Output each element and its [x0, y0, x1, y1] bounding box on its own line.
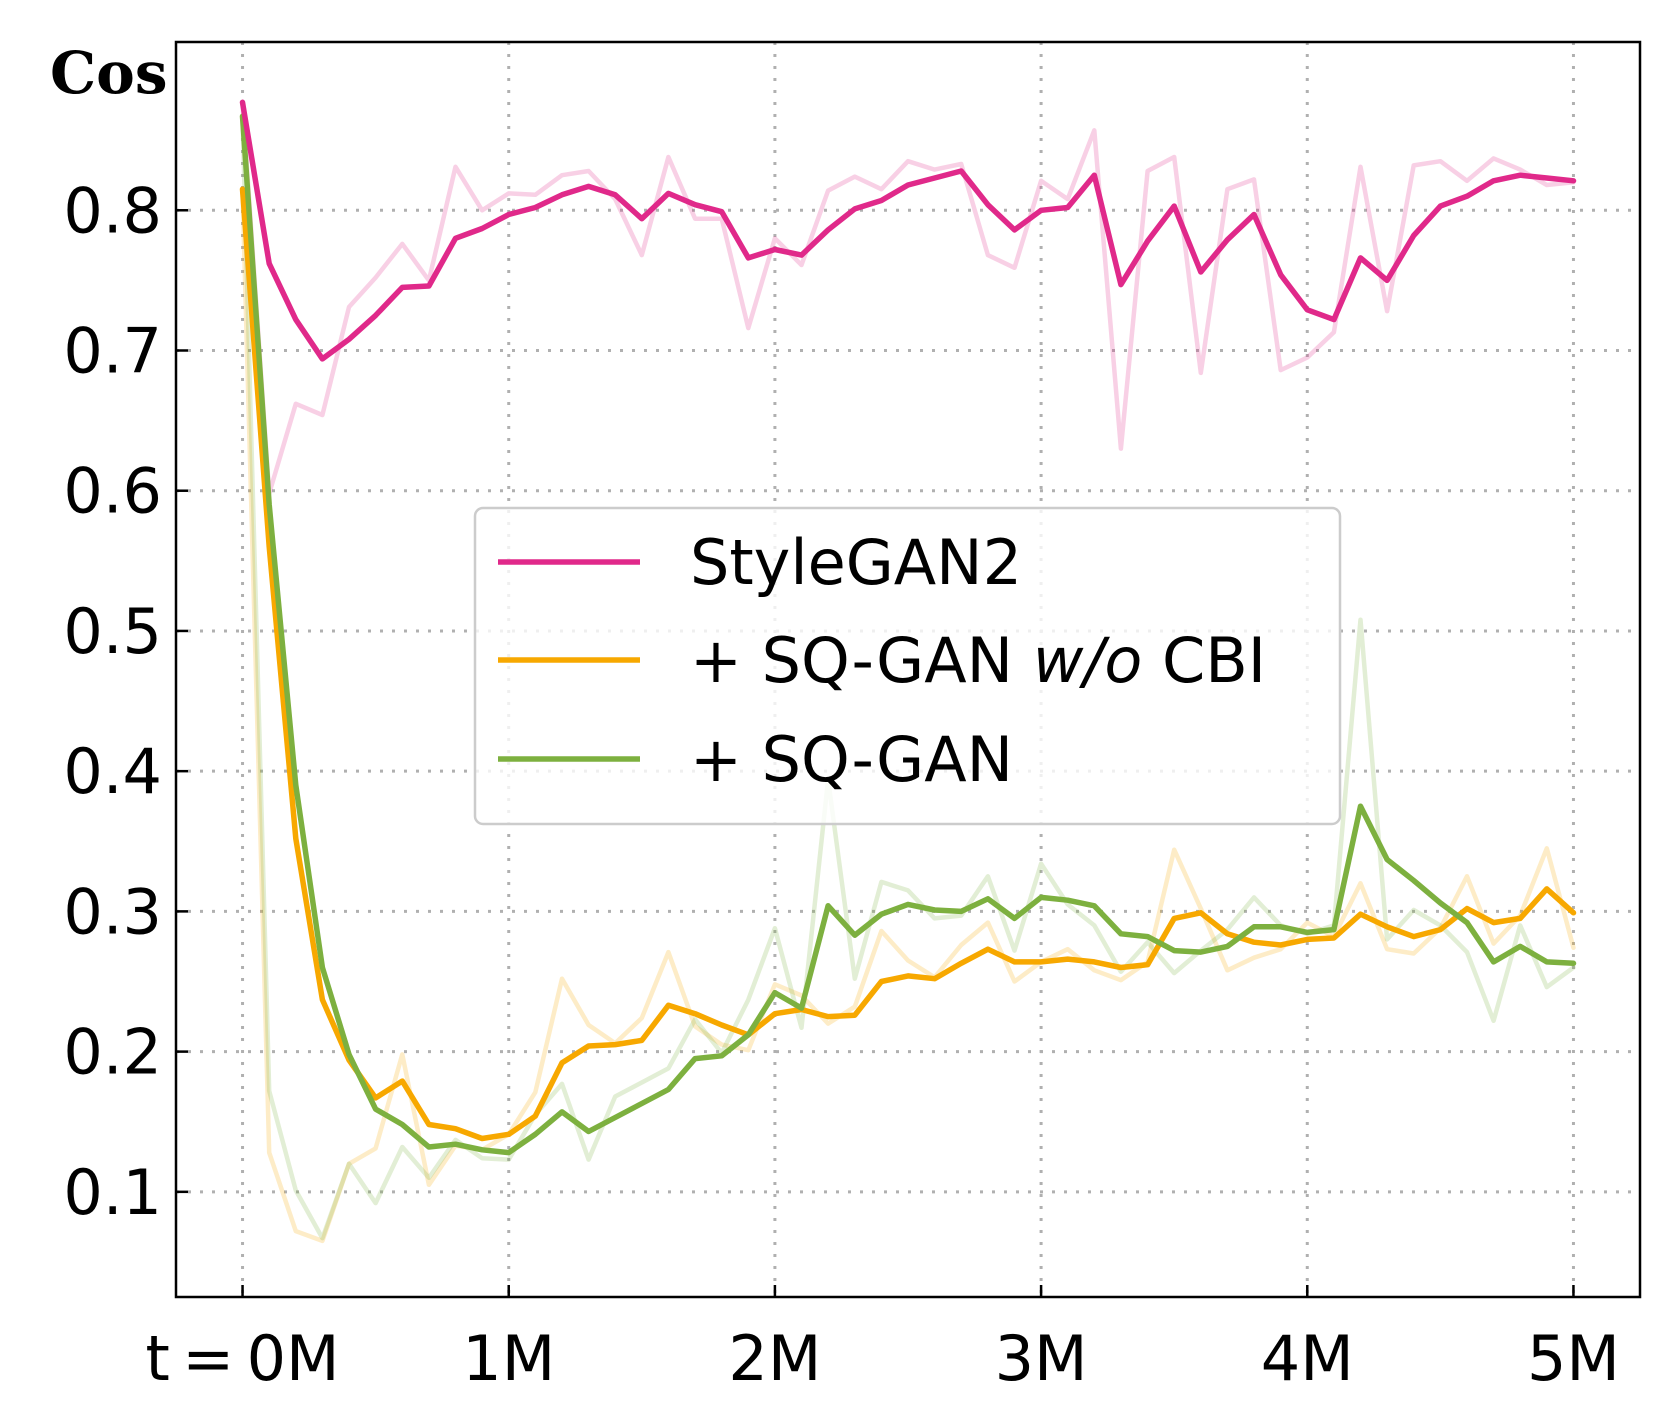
legend-label-2: + SQ-GAN [690, 723, 1013, 796]
x-tick-label: 1M [462, 1322, 555, 1395]
series-line-0 [239, 99, 1577, 362]
legend-label-italic: w/o [1033, 624, 1143, 697]
legend-label-0: StyleGAN2 [690, 526, 1022, 599]
legend-label-text: StyleGAN2 [690, 526, 1022, 599]
legend-label-text: + SQ-GAN [690, 624, 1033, 697]
y-tick-label: 0.3 [63, 875, 162, 948]
plot-frame [174, 40, 1642, 1299]
y-axis-label: Cos [50, 39, 168, 107]
y-tick-label: 0.5 [63, 595, 162, 668]
legend-label-text: + SQ-GAN [690, 723, 1013, 796]
series-layer [239, 99, 1577, 1244]
x-tick-label: 2M [728, 1322, 821, 1395]
x-tick-label: 5M [1527, 1322, 1620, 1395]
y-tick-label: 0.7 [63, 314, 162, 387]
series-raw-line-0 [240, 100, 1576, 496]
y-tick-label: 0.8 [63, 174, 162, 247]
y-tick-label: 0.6 [63, 455, 162, 528]
legend: StyleGAN2+ SQ-GAN w/o CBI+ SQ-GAN [473, 506, 1342, 826]
ticks: t = 0M 1M 2M 3M 4M 5M 0.1 0.2 0.3 0.4 0.5 0.6 0.7 0.8 [63, 174, 1620, 1395]
x-tick-label: 3M [995, 1322, 1088, 1395]
x-tick-label: t = 0M [146, 1322, 340, 1395]
y-tick-label: 0.4 [63, 735, 162, 808]
legend-box [473, 506, 1342, 826]
y-tick-label: 0.1 [63, 1156, 162, 1229]
series-line-1 [239, 186, 1577, 1142]
y-tick-label: 0.2 [63, 1016, 162, 1089]
x-tick-label: 4M [1261, 1322, 1354, 1395]
legend-label-1: + SQ-GAN w/o CBI [690, 624, 1266, 697]
series-line-2 [239, 113, 1577, 1156]
legend-label-suffix: CBI [1142, 624, 1266, 697]
